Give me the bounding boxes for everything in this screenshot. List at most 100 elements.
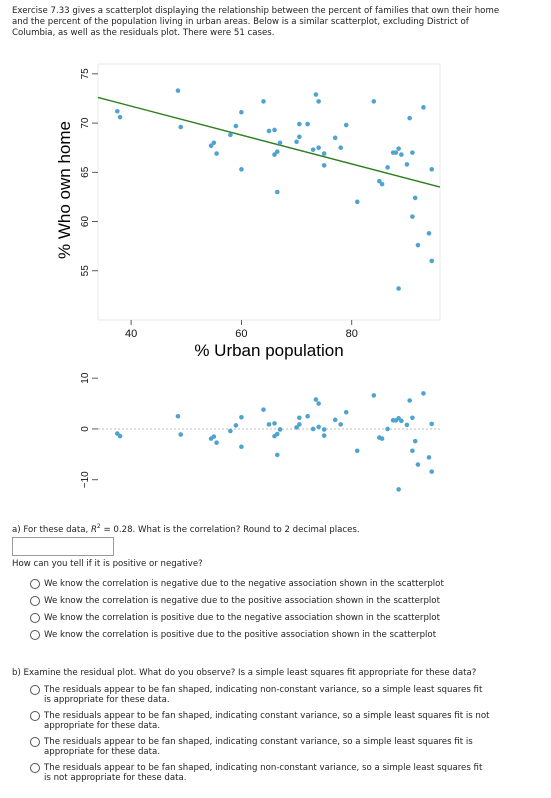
scatter-point bbox=[371, 99, 377, 104]
scatter-point bbox=[310, 147, 316, 152]
scatter-point bbox=[393, 150, 399, 155]
scatter-point bbox=[117, 114, 123, 120]
radio-button[interactable] bbox=[30, 630, 40, 640]
scatter-point bbox=[412, 195, 418, 201]
correlation-answer-input[interactable] bbox=[12, 537, 114, 556]
scatter-point bbox=[178, 124, 184, 130]
scatter-x-axis-label: % Urban population bbox=[194, 341, 343, 360]
residual-y-tick-label: −10 bbox=[80, 471, 91, 488]
scatter-point bbox=[399, 152, 404, 157]
scatter-point bbox=[297, 134, 302, 140]
radio-button[interactable] bbox=[30, 613, 40, 623]
residual-point bbox=[274, 452, 280, 458]
residual-point bbox=[385, 426, 390, 432]
residual-point bbox=[277, 427, 283, 432]
scatter-point bbox=[404, 162, 410, 167]
scatter-point bbox=[277, 140, 283, 146]
exercise-intro: Exercise 7.33 gives a scatterplot displa… bbox=[12, 6, 500, 38]
part-a-options: We know the correlation is negative due … bbox=[30, 579, 444, 647]
scatter-point bbox=[274, 149, 280, 154]
residual-point bbox=[117, 433, 123, 439]
option-b-2[interactable]: The residuals appear to be fan shaped, i… bbox=[30, 711, 490, 731]
residual-point bbox=[354, 448, 360, 454]
residual-point bbox=[415, 462, 421, 467]
residual-point bbox=[261, 407, 266, 412]
residual-point bbox=[228, 428, 233, 434]
residual-point bbox=[412, 438, 418, 444]
radio-button[interactable] bbox=[30, 737, 40, 747]
residual-point bbox=[178, 432, 184, 437]
scatter-point bbox=[274, 189, 280, 195]
residual-point bbox=[239, 414, 244, 420]
scatter-x-tick-label: 60 bbox=[235, 328, 247, 340]
scatter-point bbox=[208, 143, 214, 149]
scatter-x-tick-label: 80 bbox=[346, 328, 358, 340]
scatter-point bbox=[175, 88, 181, 93]
residual-point bbox=[233, 423, 239, 428]
option-a-3[interactable]: We know the correlation is positive due … bbox=[30, 613, 444, 623]
radio-button[interactable] bbox=[30, 711, 40, 721]
residual-point bbox=[297, 422, 302, 427]
scatter-y-axis-label: % Who own home bbox=[55, 121, 74, 259]
residual-point bbox=[316, 401, 321, 406]
scatter-point bbox=[407, 115, 412, 121]
residual-point bbox=[321, 433, 327, 438]
scatter-point bbox=[272, 127, 277, 133]
scatter-point bbox=[239, 167, 244, 172]
scatter-point bbox=[313, 92, 319, 97]
residual-point bbox=[211, 434, 217, 439]
option-a-2[interactable]: We know the correlation is negative due … bbox=[30, 596, 444, 606]
scatter-point bbox=[316, 99, 321, 104]
scatter-point bbox=[343, 122, 349, 128]
scatter-point bbox=[261, 99, 266, 104]
residual-point bbox=[421, 391, 426, 396]
residual-points bbox=[115, 391, 435, 492]
residual-point bbox=[407, 398, 412, 403]
scatter-point bbox=[415, 242, 421, 248]
part-b-question: b) Examine the residual plot. What do yo… bbox=[12, 668, 477, 678]
scatter-point bbox=[429, 167, 435, 172]
residual-point bbox=[305, 413, 310, 419]
residual-point bbox=[426, 455, 432, 460]
scatter-point bbox=[115, 108, 120, 114]
scatter-point bbox=[377, 178, 382, 184]
scatter-point bbox=[429, 258, 435, 264]
residual-point bbox=[175, 413, 181, 419]
scatter-point bbox=[385, 165, 390, 170]
radio-button[interactable] bbox=[30, 763, 40, 773]
scatter-point bbox=[354, 199, 360, 205]
scatter-point bbox=[294, 139, 299, 145]
residual-point bbox=[371, 393, 377, 398]
residual-y-tick-label: 10 bbox=[80, 372, 91, 384]
scatter-y-tick-label: 70 bbox=[80, 117, 91, 129]
scatter-plot-frame bbox=[97, 63, 441, 321]
option-b-4[interactable]: The residuals appear to be fan shaped, i… bbox=[30, 763, 490, 783]
radio-button[interactable] bbox=[30, 685, 40, 695]
radio-button[interactable] bbox=[30, 596, 40, 606]
scatter-point bbox=[338, 145, 344, 150]
residual-point bbox=[332, 417, 338, 423]
scatter-y-tick-label: 75 bbox=[80, 68, 91, 80]
charts-svg: 55 60 65 70 75 40 60 80 % Who own home % Urban… bbox=[55, 63, 441, 492]
residual-point bbox=[429, 421, 435, 427]
scatter-y-tick-label: 55 bbox=[80, 265, 91, 277]
scatter-point bbox=[272, 152, 277, 157]
option-b-3[interactable]: The residuals appear to be fan shaped, i… bbox=[30, 737, 490, 757]
scatter-point bbox=[214, 151, 219, 156]
option-a-1[interactable]: We know the correlation is negative due … bbox=[30, 579, 444, 589]
scatter-point bbox=[316, 145, 321, 150]
residual-point bbox=[429, 469, 435, 474]
scatter-point bbox=[239, 109, 244, 115]
radio-button[interactable] bbox=[30, 579, 40, 589]
scatter-y-ticks: 55 60 65 70 75 bbox=[80, 68, 98, 276]
residual-point bbox=[410, 448, 415, 454]
how-tell-question: How can you tell if it is positive or ne… bbox=[12, 559, 203, 569]
residual-point bbox=[272, 433, 277, 439]
residual-point bbox=[399, 418, 404, 424]
scatter-point bbox=[233, 123, 239, 129]
residual-point bbox=[343, 409, 349, 415]
option-b-1[interactable]: The residuals appear to be fan shaped, i… bbox=[30, 685, 490, 705]
residual-point bbox=[321, 427, 327, 432]
option-a-4[interactable]: We know the correlation is positive due … bbox=[30, 630, 444, 640]
scatter-point bbox=[421, 105, 426, 110]
